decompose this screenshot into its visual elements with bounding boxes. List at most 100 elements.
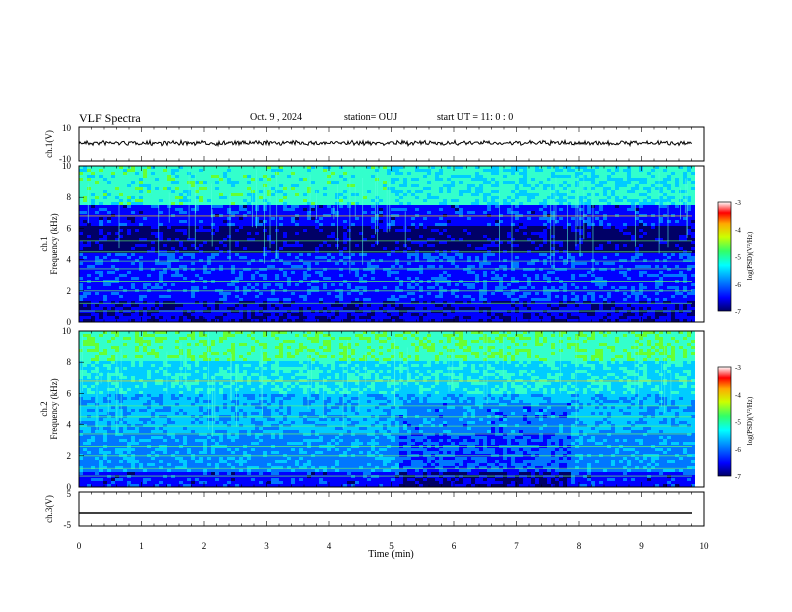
spectrogram-cell <box>155 196 159 199</box>
spectrogram-cell <box>99 223 103 226</box>
spectrogram-cell <box>215 208 219 211</box>
spectrogram-cell <box>479 256 483 259</box>
spectrogram-cell <box>463 181 467 184</box>
spectrogram-cell <box>295 259 299 262</box>
spectrogram-cell <box>431 178 435 181</box>
spectrogram-cell <box>559 220 563 223</box>
spectrogram-cell <box>239 259 243 262</box>
spectrogram-cell <box>367 208 371 211</box>
spectrogram-cell <box>283 226 287 229</box>
spectrogram-cell <box>511 253 515 256</box>
spectrogram-cell <box>535 196 539 199</box>
spectrogram-cell <box>135 238 139 241</box>
spectrogram-cell <box>575 172 579 175</box>
spectrogram-cell <box>331 166 335 169</box>
spectrogram-cell <box>391 169 395 172</box>
spectrogram-cell <box>379 253 383 256</box>
spectrogram-cell <box>411 220 415 223</box>
spectrogram-cell <box>359 256 363 259</box>
spectrogram-cell <box>391 241 395 244</box>
spectrogram-cell <box>183 244 187 247</box>
spectrogram-cell <box>243 193 247 196</box>
spectrogram-cell <box>615 175 619 178</box>
spectrogram-cell <box>647 181 651 184</box>
spectrogram-cell <box>287 184 291 187</box>
spectrogram-cell <box>399 256 403 259</box>
spectrogram-cell <box>99 259 103 262</box>
spectrogram-cell <box>99 235 103 238</box>
spectrogram-cell <box>635 181 639 184</box>
spectrogram-cell <box>187 166 191 169</box>
spectrogram-cell <box>279 223 283 226</box>
spectrogram-cell <box>127 259 131 262</box>
spectrogram-cell <box>447 244 451 247</box>
spectrogram-cell <box>231 226 235 229</box>
spectrogram-cell <box>519 241 523 244</box>
spectrogram-cell <box>559 202 563 205</box>
spectrogram-cell <box>475 208 479 211</box>
spectrogram-cell <box>539 187 543 190</box>
spectrogram-cell <box>287 256 291 259</box>
spectrogram-cell <box>147 235 151 238</box>
spectrogram-cell <box>439 196 443 199</box>
spectrogram-cell <box>647 199 651 202</box>
spectrogram-cell <box>399 220 403 223</box>
spectrogram-cell <box>151 181 155 184</box>
spectrogram-cell <box>419 217 423 220</box>
spectrogram-cell <box>111 175 115 178</box>
spectrogram-cell <box>679 247 683 250</box>
spectrogram-cell <box>407 259 411 262</box>
spectrogram-cell <box>231 193 235 196</box>
spectrogram-cell <box>183 211 187 214</box>
station-label: station= OUJ <box>344 112 398 123</box>
spectrogram-cell <box>639 175 643 178</box>
spectrogram-cell <box>363 181 367 184</box>
spectrogram-cell <box>411 259 415 262</box>
spectrogram-cell <box>111 205 115 208</box>
spectrogram-cell <box>419 256 423 259</box>
spectrogram-cell <box>539 181 543 184</box>
spectrogram-cell <box>247 214 251 217</box>
spectrogram-cell <box>507 235 511 238</box>
spectrogram-cell <box>615 235 619 238</box>
spectrogram-cell <box>603 169 607 172</box>
spectrogram-cell <box>267 256 271 259</box>
spectrogram-cell <box>531 199 535 202</box>
spectrogram-cell <box>83 220 87 223</box>
spectrogram-cell <box>159 238 163 241</box>
spectrogram-cell <box>663 211 667 214</box>
spectrogram-cell <box>151 172 155 175</box>
spectrogram-cell <box>551 199 555 202</box>
spectrogram-cell <box>419 205 423 208</box>
spectrogram-cell <box>507 247 511 250</box>
spectrogram-cell <box>599 202 603 205</box>
spectrogram-cell <box>179 196 183 199</box>
spectrogram-cell <box>123 196 127 199</box>
spectrogram-cell <box>215 217 219 220</box>
spectrogram-cell <box>379 244 383 247</box>
spectrogram-cell <box>511 169 515 172</box>
spectrogram-cell <box>303 208 307 211</box>
spectrogram-cell <box>367 247 371 250</box>
spectrogram-cell <box>687 241 691 244</box>
spectrogram-cell <box>467 202 471 205</box>
spectrogram-cell <box>499 196 503 199</box>
spectrogram-cell <box>267 190 271 193</box>
spectrogram-cell <box>675 232 679 235</box>
spectrogram-cell <box>235 223 239 226</box>
spectrogram-cell <box>127 208 131 211</box>
spectrogram-cell <box>659 184 663 187</box>
spectrogram-cell <box>303 247 307 250</box>
spectrogram-cell <box>391 217 395 220</box>
spectrogram-cell <box>139 196 143 199</box>
spectrogram-cell <box>579 211 583 214</box>
spectrogram-cell <box>327 205 331 208</box>
spectrogram-cell <box>643 178 647 181</box>
spectrogram-cell <box>407 178 411 181</box>
spectrogram-cell <box>495 247 499 250</box>
spectrogram-cell <box>359 196 363 199</box>
spectrogram-cell <box>123 226 127 229</box>
spectrogram-cell <box>251 166 255 169</box>
spectrogram-cell <box>647 166 651 169</box>
spectrogram-cell <box>371 235 375 238</box>
